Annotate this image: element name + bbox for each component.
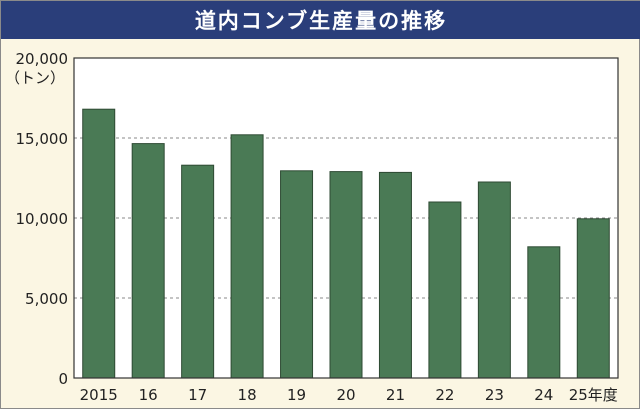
y-tick-label: 0	[58, 370, 68, 388]
y-tick-label: 20,000	[16, 50, 69, 68]
plot-border	[73, 57, 619, 379]
y-tick-label: 10,000	[16, 210, 69, 228]
bar	[131, 143, 165, 379]
bar	[82, 108, 116, 379]
x-tick-label: 21	[386, 386, 405, 404]
x-tick-label: 19	[287, 386, 306, 404]
y-tick-label: 15,000	[16, 130, 69, 148]
bar	[329, 171, 363, 379]
x-tick-label: 17	[188, 386, 207, 404]
x-tick-label: 22	[435, 386, 454, 404]
x-tick-label: 20	[336, 386, 355, 404]
x-tick-label: 18	[238, 386, 257, 404]
bar	[428, 201, 462, 379]
bar	[378, 171, 412, 379]
bar	[230, 134, 264, 379]
title-bar: 道内コンブ生産量の推移	[1, 1, 640, 39]
y-axis-unit-label: （トン）	[5, 69, 66, 87]
x-tick-label: 24	[534, 386, 553, 404]
x-tick-label: 16	[139, 386, 158, 404]
bar	[477, 181, 511, 379]
bar	[576, 218, 610, 379]
y-tick-label: 5,000	[25, 290, 68, 308]
bar	[181, 164, 215, 379]
chart-title: 道内コンブ生産量の推移	[194, 9, 448, 33]
x-tick-label: 25年度	[569, 386, 618, 404]
bar	[280, 170, 314, 379]
x-tick-label: 2015	[80, 386, 118, 404]
x-tick-label: 23	[485, 386, 504, 404]
bar	[527, 246, 561, 379]
